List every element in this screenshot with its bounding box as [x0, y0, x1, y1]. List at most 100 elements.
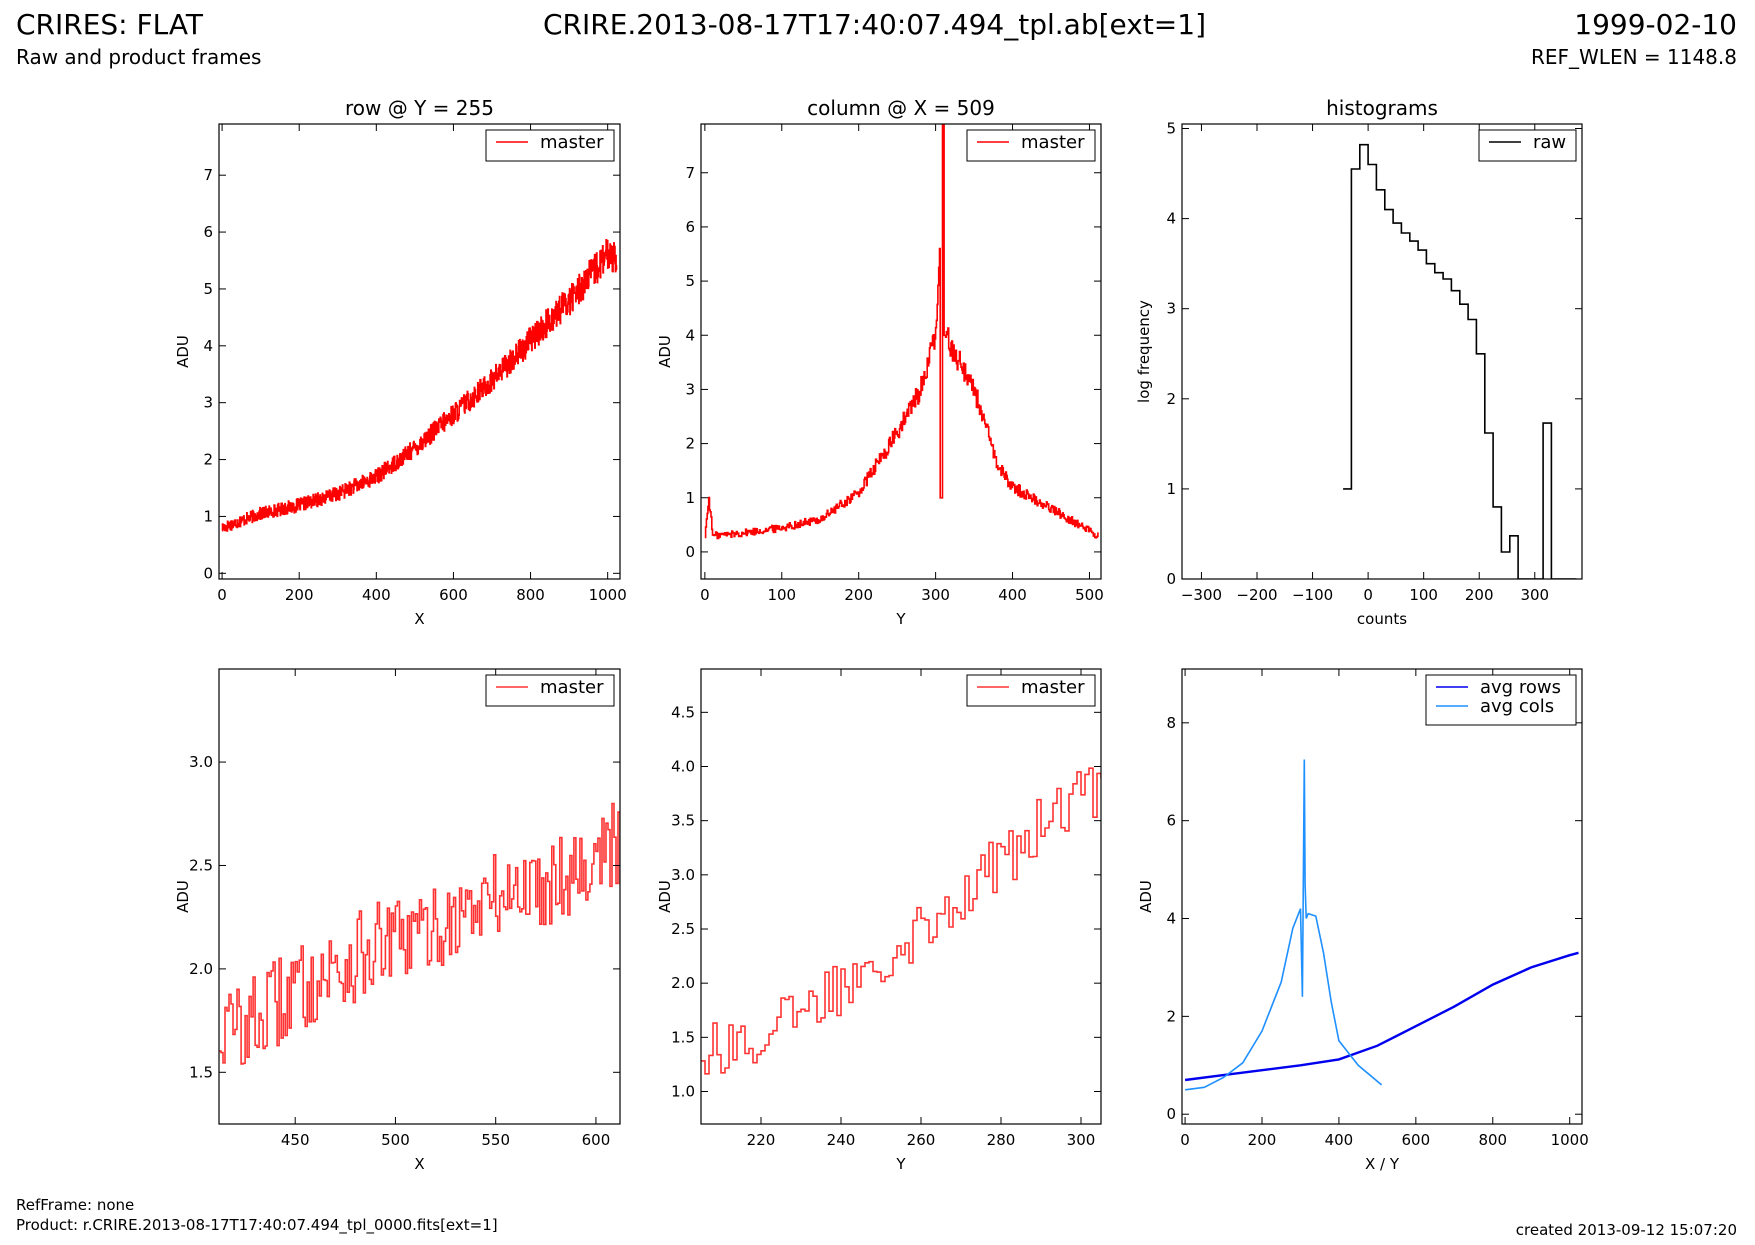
plot-frame: [1181, 668, 1583, 1125]
legend: master: [966, 129, 1096, 162]
plot-frame: [1181, 123, 1583, 580]
y-axis-label: ADU: [174, 335, 192, 368]
legend-label: master: [1021, 677, 1085, 698]
legend-frame: [966, 674, 1096, 707]
plot-frame: [700, 668, 1102, 1125]
legend-label: master: [540, 132, 604, 153]
y-tick-label: 2: [685, 435, 695, 453]
y-tick-label: 1: [203, 507, 213, 525]
y-tick-label: 2.5: [671, 920, 695, 938]
y-tick-label: 1.0: [671, 1083, 695, 1101]
x-tick-label: 300: [1067, 1131, 1096, 1149]
y-tick-label: 0: [685, 543, 695, 561]
legend-label: avg rows: [1480, 677, 1561, 698]
x-tick-label: 240: [827, 1131, 856, 1149]
x-tick-label: 0: [217, 586, 227, 604]
x-tick-label: 200: [1465, 586, 1494, 604]
y-tick-label: 3: [1166, 300, 1176, 318]
y-tick-label: 3: [685, 380, 695, 398]
x-tick-label: 1000: [589, 586, 627, 604]
x-tick-label: 0: [700, 586, 710, 604]
y-tick-label: 5: [203, 280, 213, 298]
legend-frame: [485, 129, 615, 162]
y-tick-label: 0: [1166, 570, 1176, 588]
y-tick-label: 1: [1166, 480, 1176, 498]
y-tick-label: 6: [685, 218, 695, 236]
y-tick-label: 2: [1166, 1007, 1176, 1025]
legend-label: avg cols: [1480, 696, 1554, 717]
created-note: created 2013-09-12 15:07:20: [1515, 1221, 1737, 1239]
x-tick-label: 550: [481, 1131, 510, 1149]
series-avg-rows-line: [1184, 951, 1579, 1082]
x-tick-label: 280: [987, 1131, 1016, 1149]
plot-frame: [218, 123, 621, 580]
chart-panel-5: 220 240 260 280 300 1.0 1.5 2.0 2.5 3.0 3.5 4.0 4.5 Y…: [656, 668, 1102, 1173]
frame-filename: CRIRE.2013-08-17T17:40:07.494_tpl.ab[ext…: [543, 8, 1207, 41]
series-raw-line: [1343, 143, 1577, 579]
x-tick-label: 600: [582, 1131, 611, 1149]
x-tick-label: −300: [1181, 586, 1222, 604]
y-tick-label: 0: [1166, 1105, 1176, 1123]
y-tick-label: 4: [685, 326, 695, 344]
y-tick-label: 5: [685, 272, 695, 290]
legend: master: [966, 674, 1096, 707]
legend-frame: [1478, 129, 1577, 162]
x-tick-label: 800: [1478, 1131, 1507, 1149]
x-tick-label: 200: [1248, 1131, 1277, 1149]
x-tick-label: 0: [1180, 1131, 1190, 1149]
y-tick-label: 4: [1166, 910, 1176, 928]
y-tick-label: 2.0: [189, 960, 213, 978]
y-tick-label: 7: [203, 166, 213, 184]
y-tick-label: 4.5: [671, 703, 695, 721]
series-master-line: [219, 802, 620, 1065]
x-tick-label: −200: [1236, 586, 1277, 604]
chart-title: column @ X = 509: [807, 96, 995, 120]
x-tick-label: 600: [1402, 1131, 1431, 1149]
y-axis-label: log frequency: [1135, 300, 1153, 403]
y-tick-label: 4: [1166, 210, 1176, 228]
x-axis-label: Y: [895, 610, 906, 628]
x-tick-label: 200: [285, 586, 314, 604]
series-master-line: [704, 124, 1099, 540]
x-tick-label: 400: [998, 586, 1027, 604]
x-tick-label: 1000: [1551, 1131, 1589, 1149]
legend-label: master: [1021, 132, 1085, 153]
legend: raw: [1478, 129, 1577, 162]
chart-panel-6: 0 200 400 600 800 1000 0 2 4 6 8 X / Y ADU avg rowsav…: [1137, 668, 1589, 1173]
y-tick-label: 4: [203, 337, 213, 355]
x-tick-label: 600: [439, 586, 468, 604]
refframe-note: RefFrame: none: [16, 1196, 135, 1214]
y-tick-label: 1.5: [671, 1028, 695, 1046]
x-axis-label: X: [414, 610, 424, 628]
y-axis-label: ADU: [656, 880, 674, 913]
legend-frame: [1425, 674, 1577, 726]
y-tick-label: 2: [1166, 390, 1176, 408]
y-tick-label: 3.0: [189, 753, 213, 771]
y-tick-label: 3.5: [671, 812, 695, 830]
observation-date: 1999-02-10: [1574, 8, 1737, 41]
chart-panel-2: 0 100 200 300 400 500 0 1 2 3 4 5 6 7 column @ X = 509…: [656, 96, 1104, 628]
x-tick-label: 300: [921, 586, 950, 604]
series-avg-cols-line: [1184, 759, 1383, 1091]
chart-title: row @ Y = 255: [345, 96, 494, 120]
y-tick-label: 2: [203, 451, 213, 469]
x-tick-label: 100: [1409, 586, 1438, 604]
y-tick-label: 3: [203, 394, 213, 412]
x-tick-label: 0: [1363, 586, 1373, 604]
x-axis-label: counts: [1357, 610, 1407, 628]
y-tick-label: 4.0: [671, 758, 695, 776]
x-tick-label: 200: [844, 586, 873, 604]
y-axis-label: ADU: [174, 880, 192, 913]
chart-panel-1: 0 200 400 600 800 1000 0 1 2 3 4 5 6 7 row @ Y = 255 X A…: [174, 96, 627, 628]
x-tick-label: 500: [1075, 586, 1104, 604]
y-tick-label: 3.0: [671, 866, 695, 884]
y-tick-label: 0: [203, 564, 213, 582]
plot-frame: [218, 668, 621, 1125]
x-tick-label: 400: [362, 586, 391, 604]
x-tick-label: −100: [1292, 586, 1333, 604]
series-master-line: [221, 239, 618, 532]
x-tick-label: 300: [1520, 586, 1549, 604]
x-axis-label: Y: [895, 1155, 906, 1173]
